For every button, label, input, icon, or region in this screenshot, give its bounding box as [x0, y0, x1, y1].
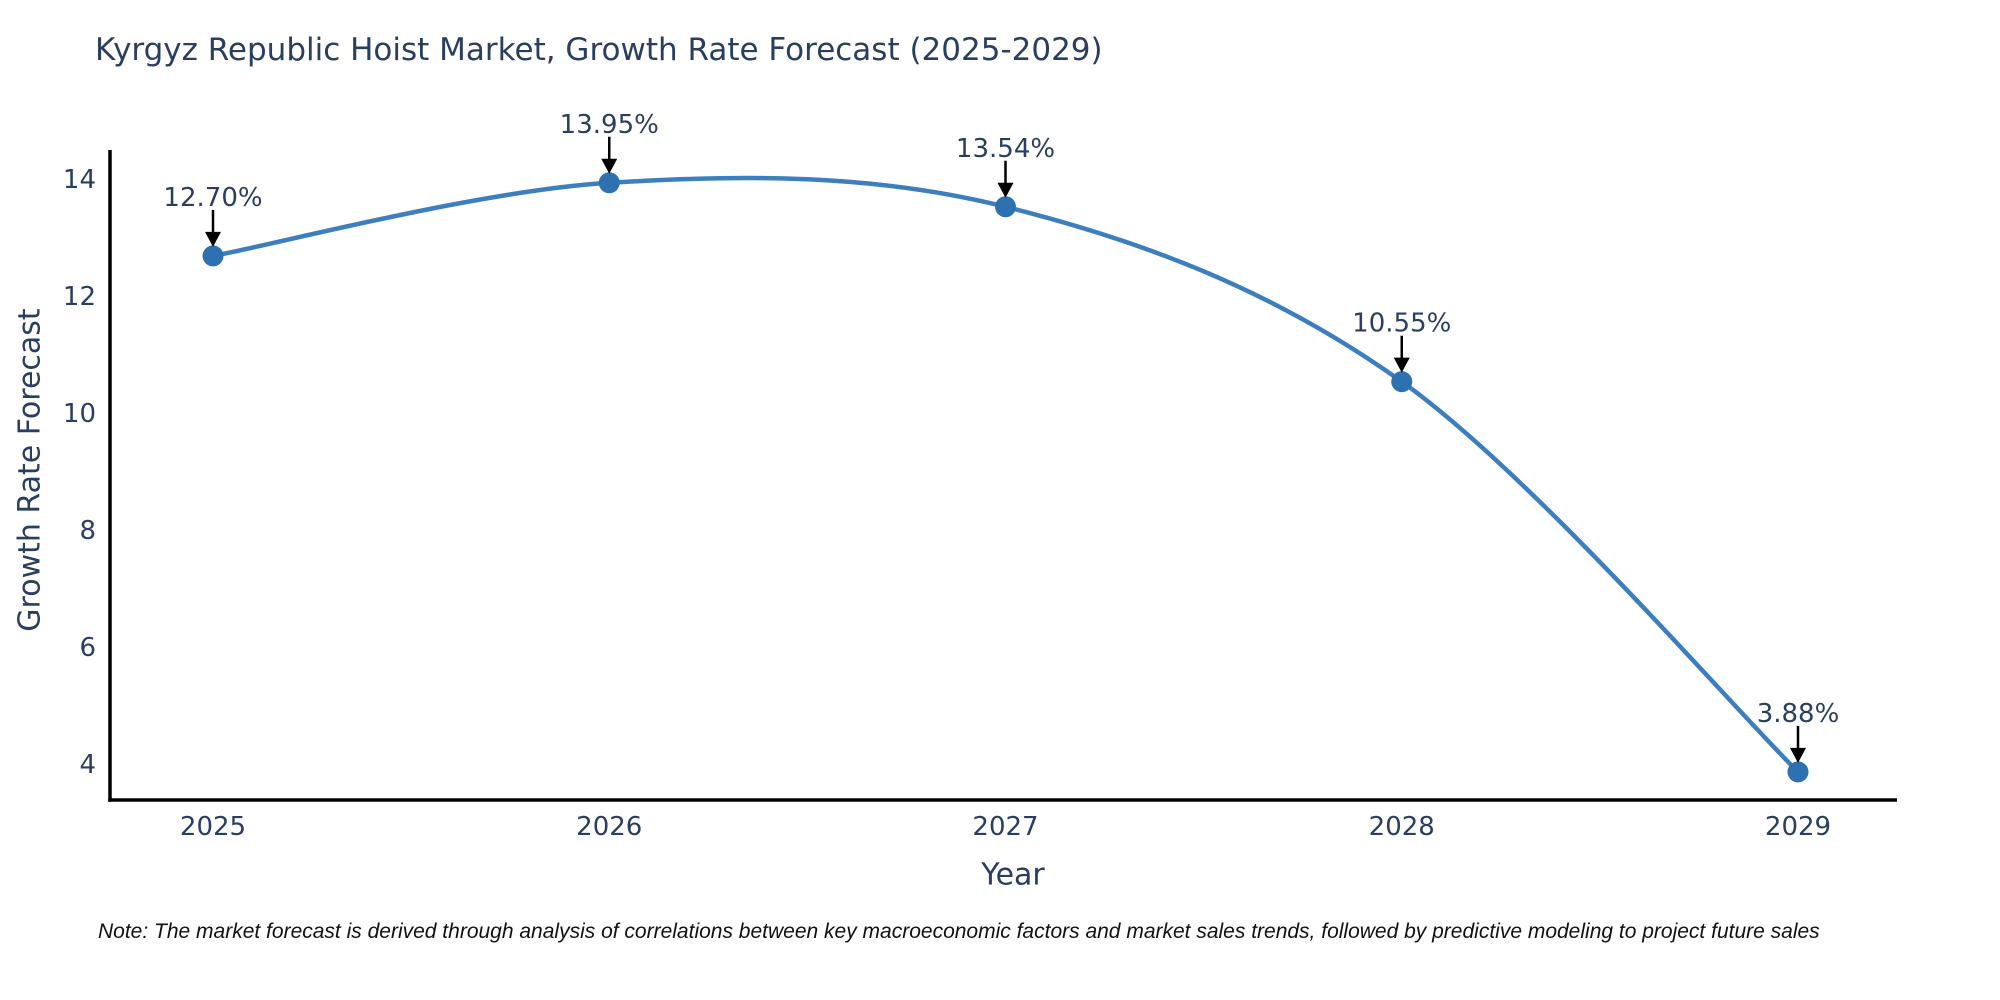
y-tick-label: 6 — [79, 633, 96, 663]
footnote: Note: The market forecast is derived thr… — [98, 920, 1820, 943]
data-point — [1787, 761, 1809, 783]
x-tick-label: 2026 — [576, 812, 642, 842]
x-tick-label: 2027 — [972, 812, 1038, 842]
y-tick-label: 4 — [79, 750, 96, 780]
x-axis-title: Year — [981, 857, 1045, 893]
data-point — [598, 172, 620, 194]
y-axis-title: Growth Rate Forecast — [12, 308, 48, 632]
x-tick-label: 2028 — [1369, 812, 1435, 842]
y-tick-label: 8 — [79, 516, 96, 546]
data-point — [202, 245, 224, 267]
data-label: 10.55% — [1352, 309, 1451, 339]
annotation-arrowhead-icon — [997, 182, 1014, 198]
y-tick-label: 10 — [63, 399, 96, 429]
annotation-arrowhead-icon — [205, 231, 221, 247]
series-line — [210, 175, 1801, 775]
data-label: 3.88% — [1757, 699, 1840, 729]
annotation-arrowhead-icon — [1393, 357, 1410, 373]
y-tick-label: 14 — [63, 165, 96, 195]
data-label: 13.54% — [956, 134, 1055, 164]
annotation-arrowhead-icon — [601, 158, 618, 174]
chart-title: Kyrgyz Republic Hoist Market, Growth Rat… — [95, 32, 1103, 68]
y-tick-label: 12 — [63, 282, 96, 312]
data-label: 13.95% — [560, 110, 659, 140]
x-tick-label: 2025 — [180, 812, 246, 842]
data-label: 12.70% — [163, 183, 262, 213]
data-point — [995, 196, 1016, 218]
x-tick-label: 2029 — [1765, 812, 1831, 842]
data-point — [1391, 371, 1413, 393]
annotation-arrowhead-icon — [1790, 747, 1806, 763]
